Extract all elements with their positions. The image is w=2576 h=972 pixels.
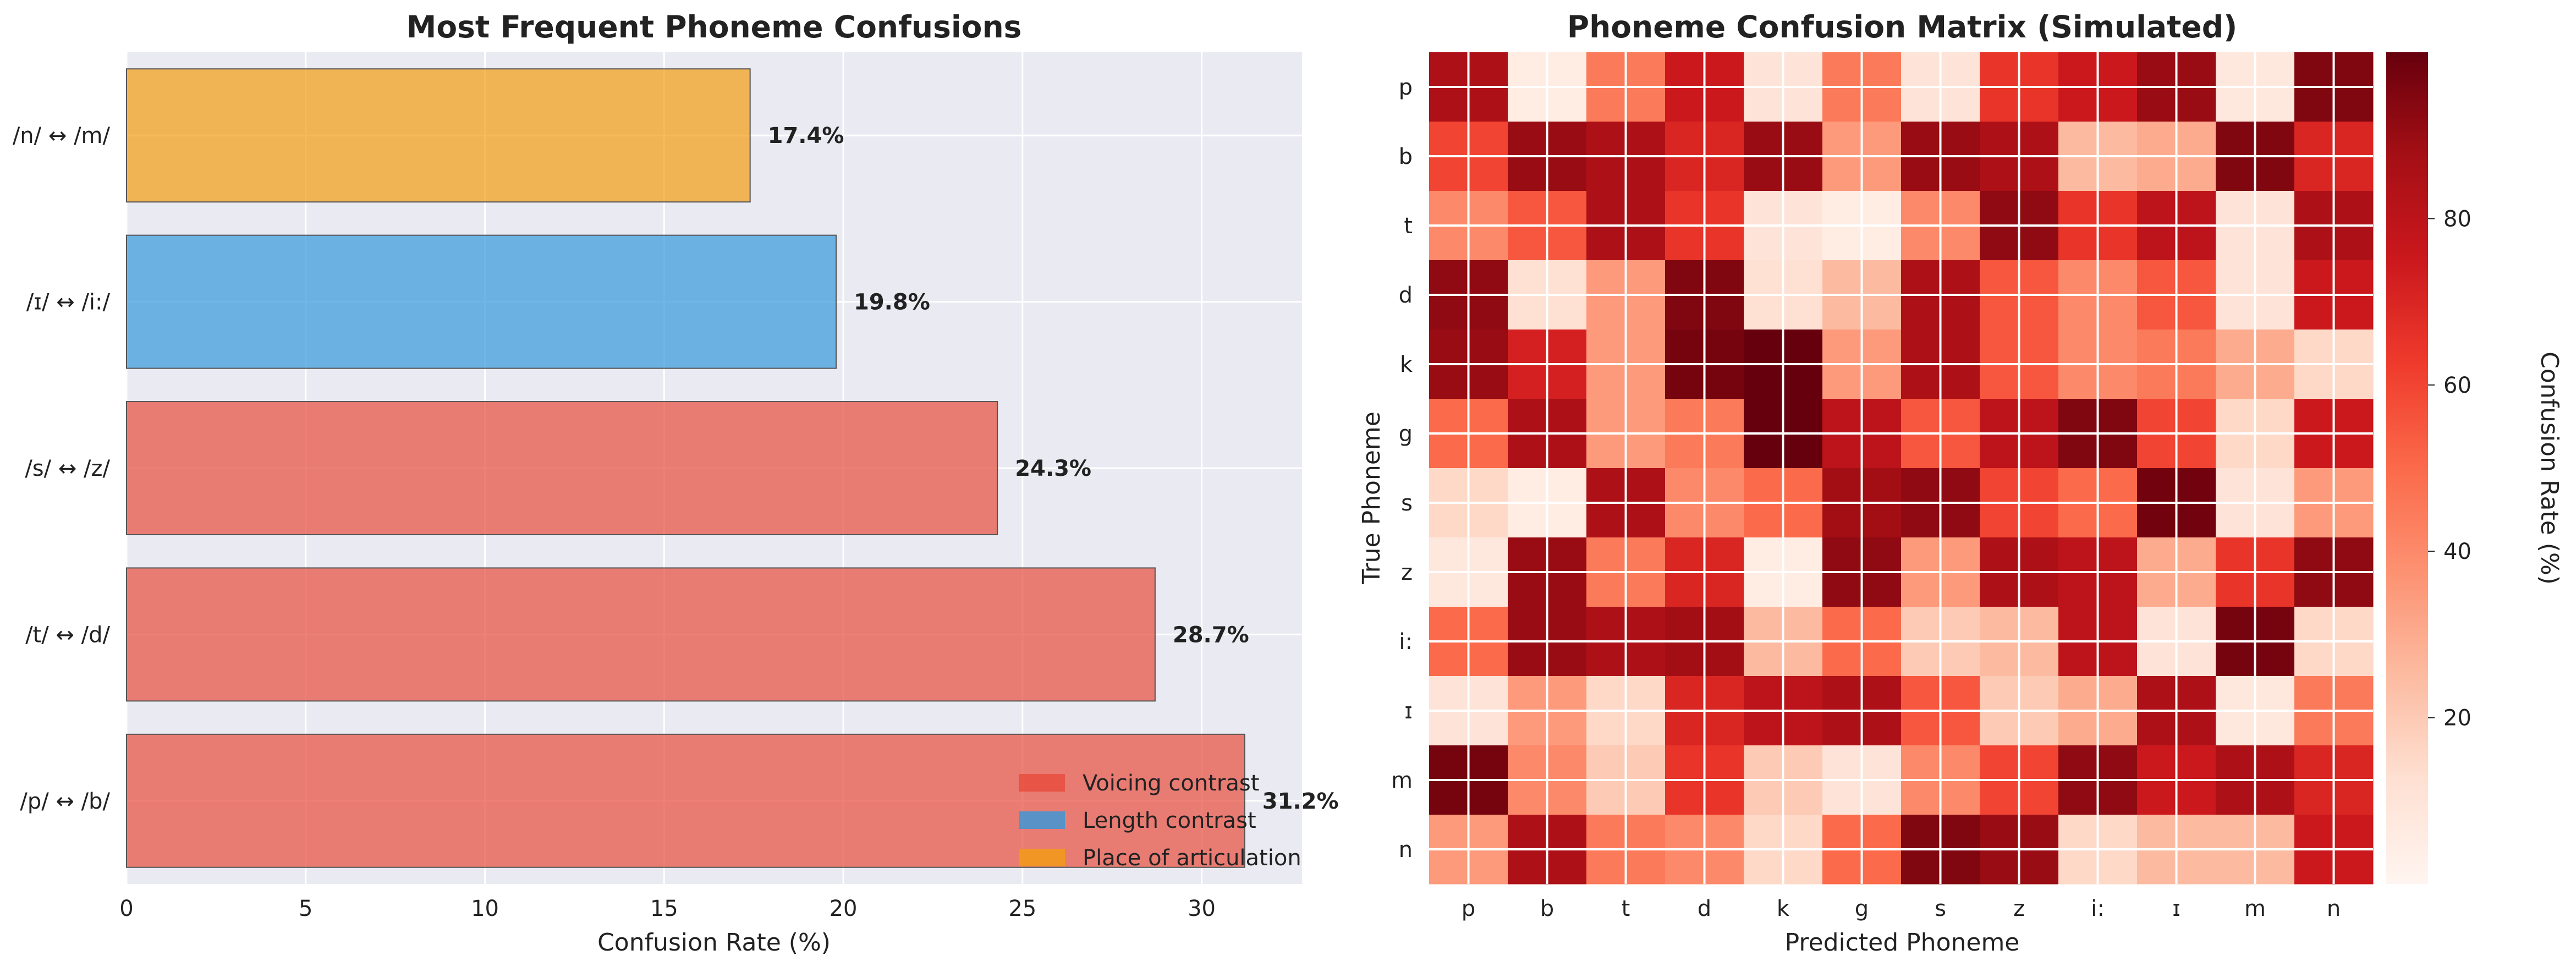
bar-x-tick-label: 20 <box>830 896 858 921</box>
bar-x-tick-label: 25 <box>1008 896 1036 921</box>
heatmap-y-axis-label: True Phoneme <box>1358 411 1386 585</box>
bar-chart: Most Frequent Phoneme Confusions /p/ ↔ /… <box>13 9 1339 957</box>
bar-x-tick-label: 10 <box>471 896 499 921</box>
legend-label: Voicing contrast <box>1083 771 1259 796</box>
bar-value-labels: 31.2% 28.7% 24.3% 19.8% 17.4% <box>768 123 1339 814</box>
heatmap-y-label: n <box>1399 837 1413 863</box>
heatmap-cells <box>1429 52 2374 885</box>
heatmap-y-label: i: <box>1399 629 1413 655</box>
bar-x-axis-label: Confusion Rate (%) <box>597 929 831 957</box>
bar <box>126 401 998 535</box>
bar-value-label: 28.7% <box>1173 622 1249 647</box>
bar <box>126 733 1245 868</box>
legend-swatch <box>1019 774 1065 792</box>
bar-category-label: /n/ ↔ /m/ <box>13 123 111 149</box>
bar-value-label: 24.3% <box>1015 456 1091 481</box>
bar-category-label: /p/ ↔ /b/ <box>20 789 110 814</box>
colorbar-label: Confusion Rate (%) <box>2535 352 2563 585</box>
colorbar-ticks: 20 40 60 80 <box>2428 206 2471 731</box>
legend-label: Length contrast <box>1083 808 1256 833</box>
colorbar-tick-label: 40 <box>2443 539 2471 564</box>
heatmap-x-label: t <box>1622 896 1630 921</box>
heatmap-y-label: g <box>1399 421 1413 447</box>
colorbar-tick-label: 60 <box>2443 373 2471 398</box>
bar-value-label: 31.2% <box>1262 789 1339 814</box>
heatmap-x-label: i: <box>2091 896 2105 921</box>
heatmap-y-label: t <box>1404 213 1413 239</box>
heatmap-x-label: g <box>1855 896 1869 921</box>
bar-value-label: 19.8% <box>854 290 930 315</box>
bar-category-label: /ɪ/ ↔ /i:/ <box>26 290 111 315</box>
bar-x-ticks: 0 5 10 15 20 25 30 <box>119 896 1216 921</box>
bar-value-label: 17.4% <box>768 123 844 149</box>
bar-x-tick-label: 15 <box>650 896 678 921</box>
heatmap-x-label: z <box>2013 896 2025 921</box>
heatmap-x-label: s <box>1935 896 1946 921</box>
heatmap-y-label: b <box>1399 144 1413 169</box>
legend-swatch <box>1019 811 1065 829</box>
bar-marks <box>126 68 1245 868</box>
heatmap-x-labels: p b t d k g s z i: ɪ m n <box>1462 896 2341 921</box>
heatmap-x-label: k <box>1777 896 1790 921</box>
heatmap-y-label: m <box>1391 768 1413 793</box>
heatmap-x-axis-label: Predicted Phoneme <box>1785 929 2020 957</box>
bar <box>126 68 751 203</box>
heatmap-x-label: ɪ <box>2172 896 2180 921</box>
heatmap-x-label: n <box>2327 896 2341 921</box>
colorbar-tick-label: 80 <box>2443 206 2471 232</box>
bar-category-labels: /p/ ↔ /b/ /t/ ↔ /d/ /s/ ↔ /z/ /ɪ/ ↔ /i:/ /n/… <box>13 123 111 814</box>
bar <box>126 234 837 369</box>
heatmap-x-label: b <box>1540 896 1554 921</box>
heatmap-y-labels: p b t d k g s z i: ɪ m n <box>1391 75 1413 863</box>
heatmap-y-label: z <box>1401 560 1413 585</box>
colorbar-tick-label: 20 <box>2443 706 2471 731</box>
colorbar <box>2386 52 2428 884</box>
bar-x-tick-label: 30 <box>1188 896 1216 921</box>
heatmap-x-label: p <box>1462 896 1475 921</box>
bar <box>126 567 1156 702</box>
bar-category-label: /s/ ↔ /z/ <box>25 456 110 481</box>
bar-legend: Voicing contrast Length contrast Place of … <box>1019 771 1301 871</box>
bar-x-tick-label: 0 <box>119 896 133 921</box>
bar-x-tick-label: 5 <box>299 896 312 921</box>
heatmap-title: Phoneme Confusion Matrix (Simulated) <box>1567 9 2237 45</box>
heatmap-chart: Phoneme Confusion Matrix (Simulated) p b t… <box>1358 9 2563 957</box>
bar-category-label: /t/ ↔ /d/ <box>25 622 110 647</box>
heatmap-x-label: d <box>1698 896 1711 921</box>
heatmap-x-label: m <box>2244 896 2266 921</box>
bar-chart-title: Most Frequent Phoneme Confusions <box>407 9 1022 45</box>
heatmap-y-label: ɪ <box>1404 699 1413 724</box>
heatmap-y-label: p <box>1399 75 1413 100</box>
heatmap-y-label: s <box>1401 491 1413 516</box>
heatmap-y-label: k <box>1400 352 1413 377</box>
legend-swatch <box>1019 849 1065 866</box>
legend-label: Place of articulation <box>1083 845 1301 871</box>
heatmap-y-label: d <box>1399 283 1413 308</box>
